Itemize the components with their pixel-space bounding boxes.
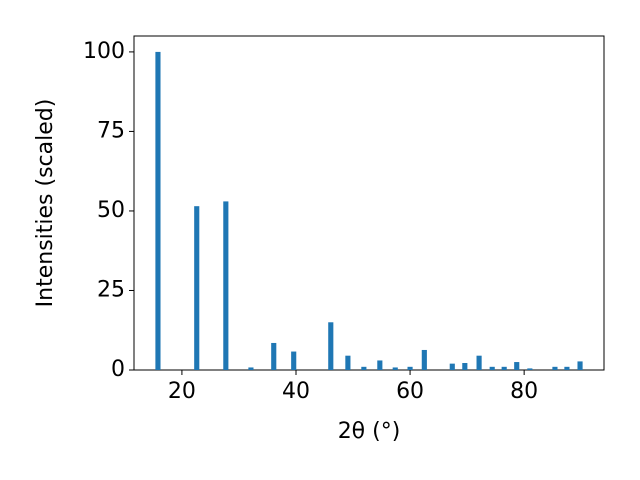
bar bbox=[564, 366, 570, 370]
y-tick-label: 50 bbox=[97, 198, 125, 223]
x-tick-label: 60 bbox=[396, 379, 424, 404]
bar bbox=[361, 366, 367, 370]
bar bbox=[291, 351, 297, 370]
bar bbox=[577, 361, 583, 370]
bar bbox=[194, 206, 200, 370]
bar bbox=[155, 51, 161, 371]
bar bbox=[476, 355, 482, 370]
y-tick-label: 100 bbox=[83, 39, 125, 64]
bar bbox=[527, 368, 533, 370]
bar bbox=[248, 367, 254, 370]
x-tick-label: 40 bbox=[282, 379, 310, 404]
y-tick-label: 0 bbox=[111, 357, 125, 382]
bar bbox=[328, 322, 334, 370]
bar bbox=[223, 201, 229, 370]
x-tick-label: 80 bbox=[510, 379, 538, 404]
bar bbox=[462, 363, 468, 370]
x-tick-label: 20 bbox=[168, 379, 196, 404]
y-tick-label: 25 bbox=[97, 277, 125, 302]
bar bbox=[501, 366, 507, 370]
y-axis-label: Intensities (scaled) bbox=[33, 99, 58, 308]
bar bbox=[345, 355, 351, 370]
plot-frame bbox=[133, 35, 605, 371]
y-tick-label: 75 bbox=[97, 118, 125, 143]
bar bbox=[449, 363, 455, 370]
bar bbox=[489, 366, 495, 370]
bar bbox=[514, 362, 520, 370]
bar bbox=[271, 342, 277, 370]
bar bbox=[421, 349, 427, 370]
bar bbox=[552, 366, 558, 370]
bar bbox=[377, 360, 383, 370]
bar bbox=[392, 367, 398, 370]
x-axis-label: 2θ (°) bbox=[338, 419, 401, 444]
bar bbox=[407, 366, 413, 370]
